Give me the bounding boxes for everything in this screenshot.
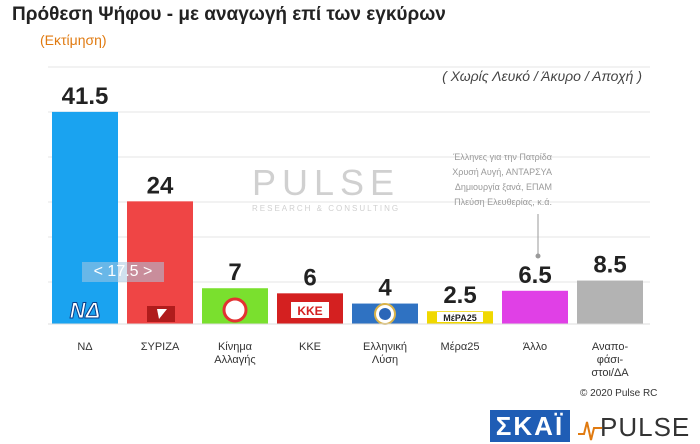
data-label: 4 [378,275,392,302]
mera25-logo-bg [437,312,483,322]
data-label: 6.5 [518,262,551,289]
data-label: 8.5 [593,252,626,279]
data-label: 24 [147,172,174,199]
kinal-logo-icon [222,297,248,323]
syriza-star-icon [157,309,167,319]
category-label: Αναπο- [592,341,629,353]
chart-note: ( Χωρίς Λευκό / Άκυρο / Αποχή ) [442,68,642,84]
watermark-small: RESEARCH & CONSULTING [252,204,401,213]
data-label: 2.5 [443,282,476,309]
category-label: Ελληνική [363,341,407,353]
pulse-logo: PULSE [600,412,691,442]
data-label: 7 [228,259,241,286]
category-label: ΣΥΡΙΖΑ [141,341,180,353]
category-label: Κίνημα [218,341,253,353]
category-label: Αλλαγής [214,354,255,366]
category-label: Λύση [372,354,398,366]
annotation-line: Χρυσή Αυγή, ΑΝΤΑΡΣΥΑ [452,167,552,177]
bar [502,290,568,324]
elliniki-lysi-logo-inner [379,308,391,320]
copyright: © 2020 Pulse RC [580,388,658,399]
other-parties-annotation: Έλληνες για την Πατρίδα Χρυσή Αυγή, ΑΝΤΑ… [392,150,552,210]
chart-title: Πρόθεση Ψήφου - με αναγωγή επί των εγκύρ… [12,4,446,25]
annotation-line: Πλεύση Ελευθερίας, κ.ά. [454,197,552,207]
pulse-wave-icon [578,421,602,441]
annotation-line: Δημιουργία ξανά, ΕΠΑΜ [454,182,552,192]
bar [577,280,643,324]
annotation-line: Έλληνες για την Πατρίδα [453,152,552,162]
watermark-big: PULSE [252,162,401,203]
kke-logo-bg [291,302,329,318]
bar [52,111,118,324]
pulse-watermark: PULSE RESEARCH & CONSULTING [232,162,400,213]
party-logo-text: ΜέΡΑ25 [443,313,476,323]
chart-subtitle: (Εκτίμηση) [40,32,107,48]
skai-logo: ΣΚΑΪ [490,410,570,442]
category-label: Μέρα25 [441,341,480,353]
reference-marker: < 17.5 > [82,262,164,282]
category-label: φάσι- [597,354,624,366]
party-logo-text: ΚΚΕ [297,304,322,318]
party-logo-text: ΝΔ [70,298,101,323]
category-label: ΚΚΕ [299,341,321,353]
data-label: 41.5 [62,83,109,110]
category-label: ΝΔ [77,341,93,353]
data-label: 6 [303,264,316,291]
annotation-dot [535,253,541,259]
category-label: στοι/ΔΑ [591,367,629,379]
category-label: Άλλο [523,341,547,353]
